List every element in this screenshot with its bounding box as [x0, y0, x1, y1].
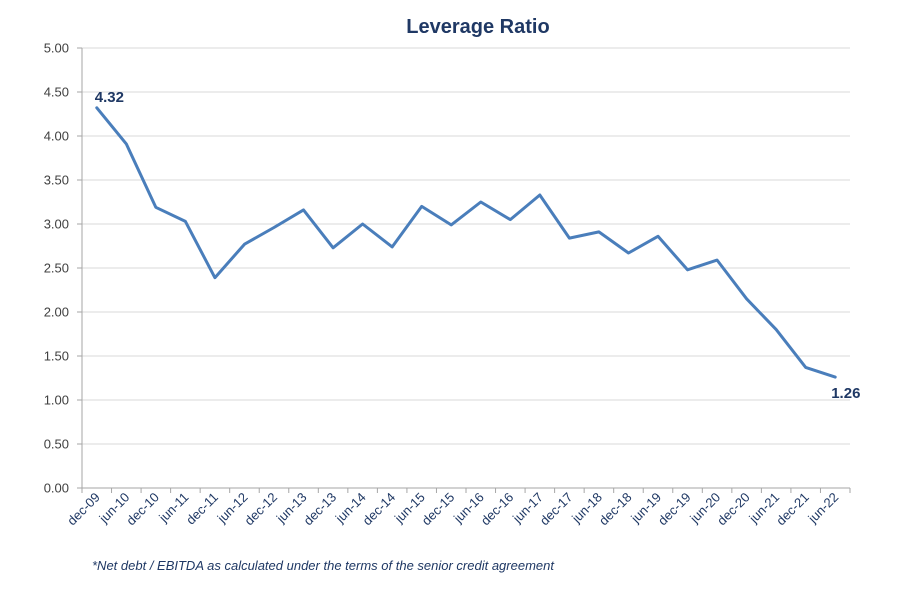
- y-tick-label: 3.50: [44, 173, 69, 188]
- y-tick-label: 5.00: [44, 41, 69, 56]
- x-tick-label: dec-20: [714, 490, 753, 529]
- data-label: 4.32: [95, 89, 124, 106]
- x-tick-label: dec-15: [419, 490, 458, 529]
- x-tick-label: dec-09: [64, 490, 103, 529]
- y-tick-label: 2.50: [44, 261, 69, 276]
- gridlines: [82, 47, 850, 445]
- x-tick-label: dec-17: [537, 490, 576, 529]
- x-tick-label: dec-16: [478, 490, 517, 529]
- data-labels: 4.32 1.26: [95, 89, 861, 402]
- chart-title: Leverage Ratio: [406, 16, 549, 38]
- x-tick-label: dec-14: [360, 490, 399, 529]
- y-tick-label: 4.50: [44, 85, 69, 100]
- y-axis-ticks: 0.00 0.50 1.00 1.50 2.00 2.50 3.00 3.50 4.00 4.50…: [44, 41, 69, 496]
- series-line: [95, 106, 837, 379]
- x-tick-label: dec-18: [596, 490, 635, 529]
- y-tick-label: 4.00: [44, 129, 69, 144]
- axes: [77, 47, 851, 493]
- x-tick-label: dec-10: [123, 490, 162, 529]
- x-tick-label: dec-19: [655, 490, 694, 529]
- x-tick-label: dec-11: [183, 490, 221, 528]
- y-tick-label: 2.00: [44, 305, 69, 320]
- y-tick-label: 0.00: [44, 481, 69, 496]
- footnote: *Net debt / EBITDA as calculated under t…: [92, 558, 554, 573]
- y-tick-label: 3.00: [44, 217, 69, 232]
- y-tick-label: 1.50: [44, 349, 69, 364]
- x-tick-label: dec-21: [773, 490, 812, 529]
- x-axis-ticks: dec-09jun-10dec-10jun-11dec-11jun-12dec-…: [64, 490, 841, 529]
- x-tick-label: dec-13: [300, 490, 339, 529]
- y-tick-label: 0.50: [44, 437, 69, 452]
- x-tick-label: jun-22: [804, 490, 841, 527]
- series-group: [95, 106, 837, 379]
- x-tick-label: dec-12: [241, 490, 280, 529]
- data-label: 1.26: [831, 385, 860, 402]
- y-tick-label: 1.00: [44, 393, 69, 408]
